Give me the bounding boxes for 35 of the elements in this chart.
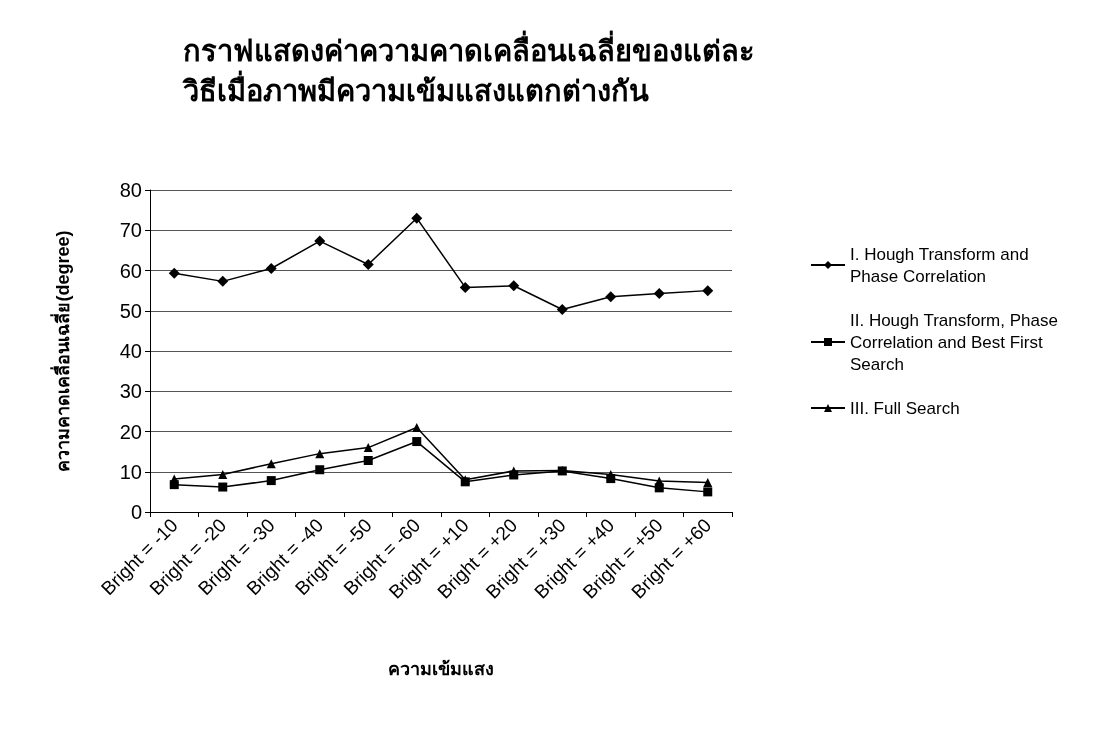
- y-tick-label: 40: [119, 340, 142, 362]
- y-tick-label: 20: [119, 420, 142, 443]
- point: [411, 212, 423, 224]
- legend-label: III. Full Search: [850, 398, 960, 418]
- point: [605, 291, 617, 303]
- legend-label: I. Hough Transform and Phase Correlation: [850, 244, 1034, 286]
- y-tick-label: 10: [119, 460, 142, 483]
- point: [168, 267, 180, 279]
- point: [265, 262, 277, 274]
- y-tick-label: 80: [119, 179, 142, 201]
- point: [653, 287, 665, 299]
- x-axis-title: ความเข้มแสง: [388, 659, 494, 679]
- point: [508, 280, 520, 292]
- y-tick-label: 50: [119, 299, 142, 322]
- y-tick-label: 0: [130, 501, 142, 523]
- point: [459, 281, 471, 293]
- y-axis-title: ความคาดเคลื่อนเฉลี่ย(degree): [50, 230, 73, 472]
- point: [362, 258, 374, 270]
- point: [217, 275, 229, 287]
- y-tick-label: 70: [119, 219, 142, 242]
- y-tick-label: 60: [119, 259, 142, 282]
- point: [654, 476, 664, 486]
- point: [218, 482, 228, 492]
- y-tick-label: 30: [119, 380, 142, 403]
- point: [702, 285, 714, 297]
- point: [363, 455, 373, 465]
- point: [314, 235, 326, 247]
- point: [315, 465, 325, 475]
- point: [412, 422, 422, 432]
- point: [556, 304, 568, 316]
- point: [412, 437, 422, 447]
- legend-label: II. Hough Transform, Phase Correlation and Best First Search: [850, 310, 1063, 374]
- point: [703, 487, 713, 497]
- point: [266, 476, 276, 486]
- chart-title: กราฟแสดงค่าความคาดเคลื่อนเฉลี่ยของแต่ละ วิธีเมื่อภาพมีความเข้มแสงแตกต่างกัน: [182, 30, 755, 107]
